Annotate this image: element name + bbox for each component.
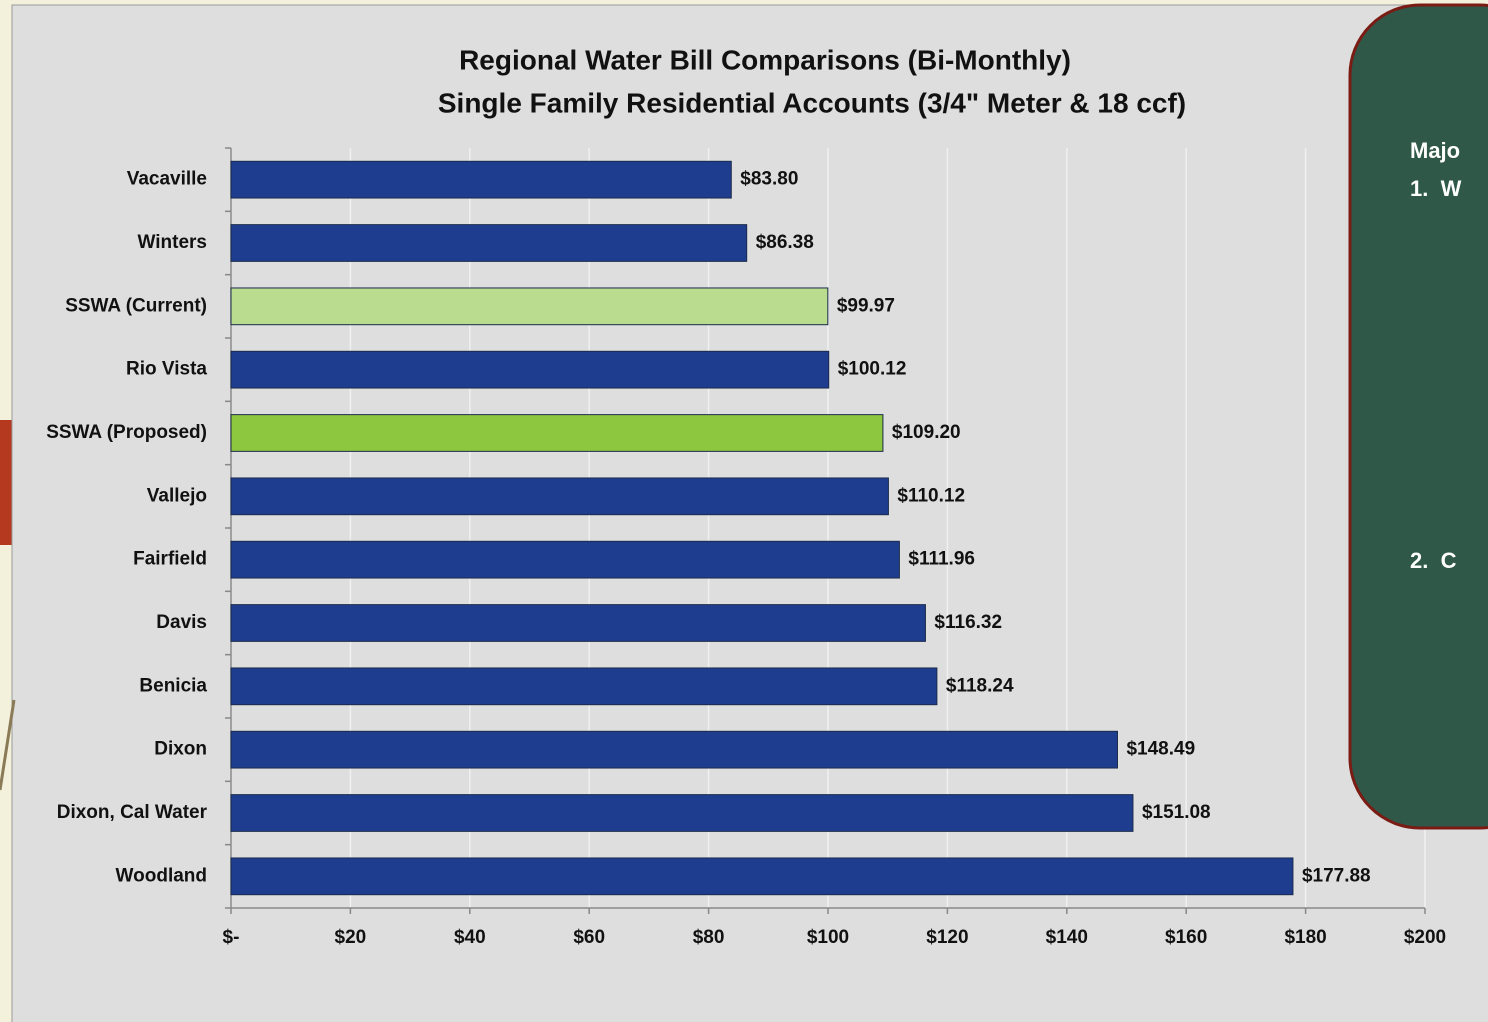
value-label: $116.32 — [934, 612, 1002, 633]
side-item: 1. W — [1410, 176, 1462, 201]
value-label: $86.38 — [756, 232, 814, 253]
y-tick-label: SSWA (Proposed) — [46, 422, 207, 443]
x-tick-label: $200 — [1404, 927, 1446, 948]
bar — [230, 414, 884, 452]
x-tick-label: $60 — [573, 927, 605, 948]
plot: $- $20 $40 $60 $80 $100 $120 $140 $160 $180 $200 Va… — [46, 147, 1446, 948]
value-label: $111.96 — [908, 549, 975, 570]
x-tick-label: $180 — [1284, 927, 1326, 948]
chart-title: Regional Water Bill Comparisons (Bi-Mont… — [459, 44, 1071, 75]
y-tick-label: Davis — [156, 612, 207, 633]
y-tick-label: Fairfield — [133, 549, 207, 570]
x-tick-label: $80 — [693, 927, 725, 948]
bar — [230, 667, 938, 706]
chart-subtitle: Single Family Residential Accounts (3/4"… — [438, 87, 1186, 118]
y-tick-label: Vacaville — [127, 169, 207, 190]
value-label: $99.97 — [837, 295, 895, 316]
bar — [230, 224, 748, 262]
side-panel — [1348, 3, 1488, 830]
value-label: $177.88 — [1302, 865, 1371, 886]
x-tick-label: $- — [223, 927, 240, 948]
x-tick-label: $120 — [926, 927, 968, 948]
bar — [230, 160, 732, 199]
y-tick-label: Woodland — [116, 865, 207, 886]
value-label: $118.24 — [946, 675, 1014, 696]
x-tick-label: $40 — [454, 927, 486, 948]
deco-line — [0, 699, 16, 791]
bar — [230, 350, 830, 389]
value-label: $109.20 — [892, 422, 961, 443]
bar — [230, 287, 829, 326]
bar — [230, 477, 889, 516]
bar — [230, 604, 926, 642]
bar — [230, 794, 1134, 832]
value-label: $100.12 — [838, 359, 907, 380]
bar — [230, 730, 1118, 769]
y-tick-label: Vallejo — [147, 485, 207, 506]
x-tick-label: $20 — [335, 927, 367, 948]
bar — [230, 540, 900, 579]
accent-bar — [0, 420, 14, 545]
x-tick-label: $140 — [1046, 927, 1088, 948]
y-tick-label: Rio Vista — [126, 359, 207, 380]
value-label: $83.80 — [740, 169, 798, 190]
bar — [230, 857, 1294, 896]
y-tick-label: Dixon, Cal Water — [57, 802, 208, 823]
side-item: 2. C — [1410, 548, 1457, 573]
side-heading: Majo — [1410, 138, 1460, 163]
value-label: $110.12 — [897, 485, 965, 506]
value-label: $151.08 — [1142, 802, 1211, 823]
y-tick-label: Dixon — [154, 739, 207, 760]
y-tick-label: Winters — [137, 232, 207, 253]
x-tick-label: $160 — [1165, 927, 1207, 948]
y-tick-label: SSWA (Current) — [65, 295, 207, 316]
y-tick-label: Benicia — [139, 675, 207, 696]
value-label: $148.49 — [1126, 739, 1195, 760]
x-tick-label: $100 — [807, 927, 849, 948]
